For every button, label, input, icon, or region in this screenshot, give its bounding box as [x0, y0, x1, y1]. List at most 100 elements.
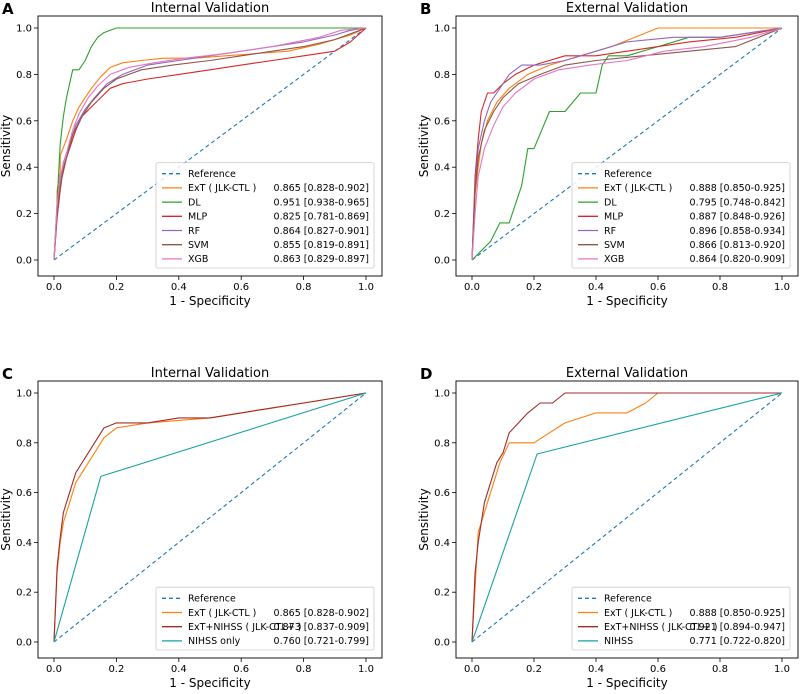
y-tick-label: 0.4 — [434, 538, 450, 549]
series-line-nihss-only — [53, 392, 367, 643]
series-line-reference — [53, 27, 367, 261]
y-tick-label: 0.8 — [16, 438, 32, 449]
legend-auc: 0.863 [0.829-0.897] — [274, 254, 369, 265]
x-tick-label: 0.6 — [233, 664, 249, 675]
chart-title: External Validation — [566, 366, 688, 381]
y-axis-label: Sensitivity — [417, 115, 431, 177]
series-line-mlp — [53, 27, 367, 261]
legend-auc: 0.888 [0.850-0.925] — [690, 183, 785, 194]
chart-title: Internal Validation — [151, 1, 269, 16]
x-tick-label: 0.0 — [46, 664, 62, 675]
legend-label: ExT ( JLK-CTL ) — [188, 183, 256, 194]
legend-box — [155, 162, 375, 269]
panel-d: External Validation D 0.0 0.0 0.2 0.2 0.4 0.4 0.… — [417, 365, 799, 690]
y-tick-label: 0.2 — [434, 209, 450, 220]
x-tick-label: 0.6 — [650, 664, 666, 675]
series-line-mlp — [471, 27, 783, 261]
chart-title: Internal Validation — [151, 366, 269, 381]
series-line-reference — [53, 392, 367, 643]
x-tick-label: 0.2 — [526, 282, 542, 293]
legend-box — [571, 162, 791, 269]
legend-auc: 0.864 [0.820-0.909] — [690, 254, 785, 265]
x-tick-label: 0.2 — [526, 664, 542, 675]
series-line-ext-jlk-ctl — [471, 392, 782, 643]
x-tick-label: 0.8 — [712, 664, 728, 675]
panel-c: Internal Validation C 0.0 0.0 0.2 0.2 0.4 0.4 0.… — [0, 365, 383, 690]
legend-label: MLP — [604, 212, 623, 223]
legend-label: XGB — [188, 254, 208, 265]
legend-label: MLP — [188, 212, 207, 223]
legend-label: SVM — [604, 240, 625, 251]
legend-label: Reference — [604, 169, 652, 180]
series-line-ext-jlk-ctl — [471, 27, 782, 261]
legend-label: ExT+NIHSS ( JLK-CTL+ ) — [188, 622, 301, 633]
x-tick-label: 0.2 — [108, 664, 124, 675]
x-tick-label: 0.0 — [46, 282, 62, 293]
legend-auc: 0.887 [0.848-0.926] — [690, 212, 785, 223]
legend-auc: 0.760 [0.721-0.799] — [274, 636, 369, 647]
plot-frame — [37, 380, 383, 659]
panel-letter: D — [420, 365, 432, 383]
plot-frame — [37, 15, 383, 277]
y-tick-label: 1.0 — [16, 24, 32, 35]
legend-label: ExT ( JLK-CTL ) — [188, 608, 256, 619]
x-tick-label: 0.0 — [464, 664, 480, 675]
series-line-xgb — [471, 27, 783, 261]
series-line-ext-jlk-ctl — [53, 27, 367, 261]
legend-label: ExT ( JLK-CTL ) — [604, 183, 672, 194]
legend-label: DL — [604, 197, 617, 208]
y-axis-label: Sensitivity — [0, 115, 13, 177]
x-axis-label: 1 - Specificity — [169, 676, 250, 690]
legend-auc: 0.771 [0.722-0.820] — [690, 636, 785, 647]
chart-title: External Validation — [566, 1, 688, 16]
x-tick-label: 0.8 — [296, 664, 312, 675]
legend-label: DL — [188, 197, 201, 208]
legend-label: ExT ( JLK-CTL ) — [604, 608, 672, 619]
legend-label: RF — [188, 226, 200, 237]
y-tick-label: 1.0 — [16, 389, 32, 400]
plot-frame — [455, 380, 799, 659]
panel-b: External Validation B 0.0 0.0 0.2 0.2 0.4 0.4 0.… — [417, 0, 799, 308]
y-tick-label: 0.0 — [16, 256, 32, 267]
legend-auc: 0.873 [0.837-0.909] — [274, 622, 369, 633]
series-line-reference — [471, 27, 783, 261]
panel-a: Internal Validation A 0.0 0.0 0.2 0.2 0.4 0.4 0.… — [0, 0, 383, 308]
legend-label: NIHSS only — [188, 636, 241, 647]
legend-auc: 0.896 [0.858-0.934] — [690, 226, 785, 237]
x-tick-label: 0.8 — [296, 282, 312, 293]
panel-letter: B — [420, 0, 431, 18]
legend-label: RF — [604, 226, 616, 237]
x-tick-label: 0.0 — [464, 282, 480, 293]
y-tick-label: 1.0 — [434, 389, 450, 400]
legend-auc: 0.855 [0.819-0.891] — [274, 240, 369, 251]
y-tick-label: 0.2 — [16, 209, 32, 220]
legend: Reference ExT ( JLK-CTL ) 0.865 [0.828-0.9… — [155, 162, 375, 269]
legend-auc: 0.825 [0.781-0.869] — [274, 212, 369, 223]
y-tick-label: 0.0 — [16, 638, 32, 649]
legend-auc: 0.888 [0.850-0.925] — [690, 608, 785, 619]
y-tick-label: 0.2 — [16, 588, 32, 599]
series-line-svm — [53, 27, 367, 261]
panel-letter: C — [2, 365, 13, 383]
legend-label: Reference — [188, 169, 236, 180]
legend-auc: 0.864 [0.827-0.901] — [274, 226, 369, 237]
series-line-svm — [471, 27, 783, 261]
y-tick-label: 0.4 — [16, 163, 32, 174]
series-line-dl — [53, 27, 366, 261]
x-tick-label: 0.6 — [650, 282, 666, 293]
x-tick-label: 1.0 — [774, 664, 790, 675]
series-line-ext-nihss-jlk-ctl — [471, 392, 782, 643]
legend-box — [571, 586, 791, 651]
x-tick-label: 0.4 — [588, 282, 604, 293]
x-axis-label: 1 - Specificity — [169, 294, 250, 308]
plot-frame — [455, 15, 799, 277]
y-tick-label: 0.6 — [16, 488, 32, 499]
series-line-rf — [471, 27, 783, 261]
legend-auc: 0.795 [0.748-0.842] — [690, 197, 785, 208]
y-tick-label: 0.6 — [16, 116, 32, 127]
series-line-nihss — [471, 392, 783, 643]
legend: Reference ExT ( JLK-CTL ) 0.888 [0.850-0.9… — [571, 586, 791, 651]
y-tick-label: 0.8 — [16, 70, 32, 81]
legend: Reference ExT ( JLK-CTL ) 0.865 [0.828-0.9… — [155, 586, 375, 651]
